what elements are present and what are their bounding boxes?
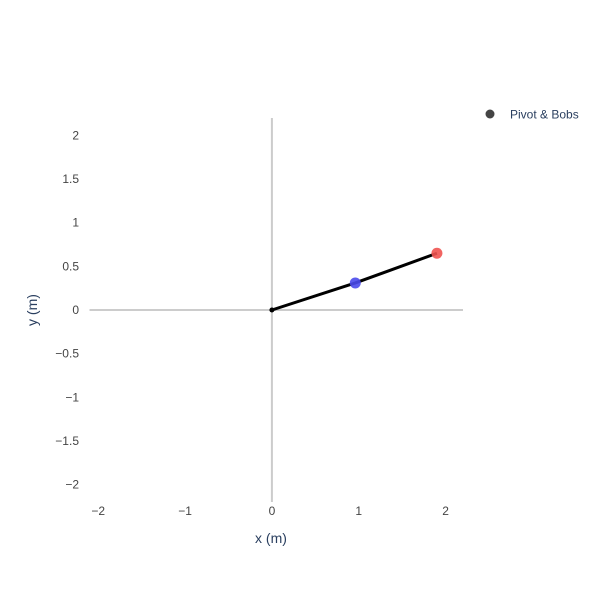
y-tick-label: 1.5: [62, 172, 79, 186]
series-layer: [269, 247, 443, 313]
legend[interactable]: Pivot & Bobs: [485, 108, 579, 122]
y-tick-label: 0.5: [62, 259, 79, 273]
bob-point-2[interactable]: [431, 247, 443, 259]
y-tick-label: 2: [72, 128, 79, 142]
y-tick-label: −2: [65, 478, 79, 492]
y-axis-title: y (m): [24, 294, 40, 326]
y-tick-label: −1.5: [55, 434, 79, 448]
y-axis-ticks: −2 −1.5 −1 −0.5 0 0.5 1 1.5 2: [55, 128, 79, 491]
x-tick-label: 1: [355, 504, 362, 518]
x-axis-ticks: −2 −1 0 1 2: [91, 504, 449, 518]
y-tick-label: −0.5: [55, 347, 79, 361]
x-tick-label: 0: [269, 504, 276, 518]
x-axis-title: x (m): [255, 530, 287, 546]
x-tick-label: −2: [91, 504, 105, 518]
y-tick-label: 1: [72, 216, 79, 230]
x-tick-label: −1: [178, 504, 192, 518]
legend-label-pivot-bobs: Pivot & Bobs: [510, 108, 579, 122]
bob-point-1[interactable]: [349, 277, 361, 289]
x-tick-label: 2: [442, 504, 449, 518]
y-tick-label: −1: [65, 390, 79, 404]
pivot-point[interactable]: [269, 307, 275, 313]
y-tick-label: 0: [72, 303, 79, 317]
legend-marker-pivot-bobs: [485, 109, 495, 119]
